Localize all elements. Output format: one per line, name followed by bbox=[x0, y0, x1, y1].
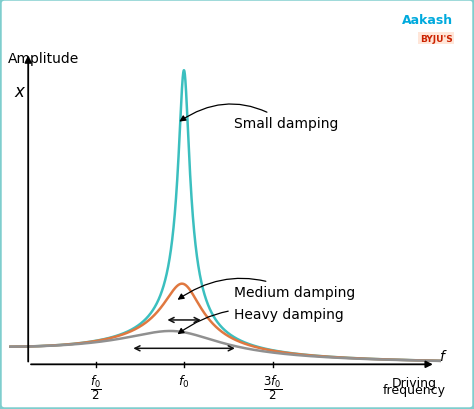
Text: $f_0$: $f_0$ bbox=[178, 373, 190, 389]
Text: Heavy damping: Heavy damping bbox=[179, 308, 344, 334]
Text: Aakash: Aakash bbox=[401, 14, 453, 27]
Text: Medium damping: Medium damping bbox=[179, 279, 355, 299]
Text: $f$: $f$ bbox=[439, 348, 448, 363]
Text: Small damping: Small damping bbox=[181, 105, 338, 131]
Text: Driving: Driving bbox=[392, 375, 437, 389]
Text: Amplitude: Amplitude bbox=[8, 52, 79, 66]
Text: $\dfrac{3f_0}{2}$: $\dfrac{3f_0}{2}$ bbox=[263, 373, 283, 401]
Text: frequency: frequency bbox=[383, 383, 446, 396]
Text: BYJU'S: BYJU'S bbox=[420, 35, 453, 44]
Text: $x$: $x$ bbox=[14, 83, 27, 101]
Text: $\dfrac{f_0}{2}$: $\dfrac{f_0}{2}$ bbox=[90, 373, 101, 401]
